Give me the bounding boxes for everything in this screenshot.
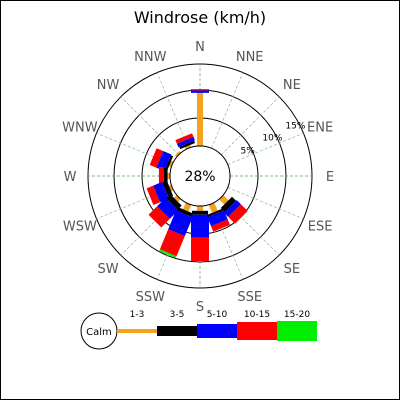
grid-spoke-NE bbox=[199, 96, 280, 177]
grid-spoke-ESE bbox=[199, 175, 304, 220]
wedge-S-bin-10-15 bbox=[191, 237, 209, 261]
wedge-SSW-bin-15-20 bbox=[159, 249, 177, 258]
wedge-SSW-bin-1-3 bbox=[183, 202, 192, 212]
legend-label-3-5: 3-5 bbox=[170, 310, 185, 320]
wedge-NNW-bin-3-5 bbox=[179, 140, 195, 150]
wedge-WNW-bin-3-5 bbox=[164, 155, 174, 171]
wedge-S-bin-1-3 bbox=[197, 206, 203, 211]
grid-spoke-ENE bbox=[199, 132, 304, 177]
wedge-SSW-bin-3-5 bbox=[176, 207, 194, 217]
direction-label-ENE: ENE bbox=[307, 120, 333, 135]
wedge-SE-bin-3-5 bbox=[220, 196, 237, 213]
legend-swatch-10-15 bbox=[237, 322, 277, 340]
direction-labels: N NNE NE ENE E ESE SE SSE S SSW SW WSW W WNW NW NNW bbox=[62, 40, 334, 315]
legend-swatch-5-10 bbox=[197, 324, 237, 338]
ring-label-5: 5% bbox=[241, 147, 256, 157]
direction-label-WSW: WSW bbox=[63, 220, 97, 235]
direction-label-SW: SW bbox=[98, 262, 119, 277]
wedge-WSW-bin-3-5 bbox=[162, 181, 174, 198]
direction-label-WNW: WNW bbox=[62, 120, 98, 135]
wedge-WSW-bin-5-10 bbox=[153, 181, 169, 203]
calm-circle bbox=[169, 145, 231, 207]
grid-spoke-WNW bbox=[96, 132, 201, 177]
wedge-SW-bin-5-10 bbox=[157, 197, 179, 219]
wedge-SSE-bin-3-5 bbox=[207, 208, 224, 217]
wedge-NNW-bin-5-10 bbox=[176, 136, 195, 148]
wedge-SSE-bin-5-10 bbox=[207, 210, 228, 227]
wedge-SSE-bin-1-3 bbox=[208, 202, 218, 213]
wedge-SW-bin-3-5 bbox=[166, 194, 182, 210]
chart-title: Windrose (km/h) bbox=[134, 8, 266, 27]
direction-label-W: W bbox=[64, 170, 77, 185]
wedge-WSW-bin-1-3 bbox=[168, 184, 174, 192]
wedge-W-bin-3-5 bbox=[163, 168, 168, 184]
grid-spoke-WSW bbox=[96, 175, 201, 220]
wedge-NNW-bin-1-3 bbox=[184, 144, 192, 150]
wedge-NNW-bin-10-15 bbox=[175, 133, 194, 144]
direction-label-ESE: ESE bbox=[308, 220, 333, 235]
wedge-WNW-bin-10-15 bbox=[149, 148, 164, 168]
direction-label-SSW: SSW bbox=[136, 290, 166, 305]
wedges bbox=[146, 89, 248, 261]
wedge-S-bin-3-5 bbox=[192, 210, 208, 215]
legend-calm-label: Calm bbox=[86, 327, 112, 338]
grid-spoke-NNW bbox=[156, 72, 201, 177]
legend: Calm 1-3 3-5 5-10 10-15 15-20 bbox=[80, 310, 317, 350]
ring-label-10: 10% bbox=[262, 134, 282, 144]
wedge-N-bin-1-3 bbox=[197, 92, 203, 146]
wedge-WNW-bin-1-3 bbox=[168, 160, 174, 168]
legend-label-15-20: 15-20 bbox=[284, 310, 310, 320]
wedge-N-bin-5-10 bbox=[191, 90, 209, 93]
wedge-WSW-bin-10-15 bbox=[146, 185, 161, 205]
direction-label-E: E bbox=[326, 170, 334, 185]
wedge-SSW-bin-10-15 bbox=[159, 229, 185, 257]
direction-label-NE: NE bbox=[283, 78, 301, 93]
direction-label-NNE: NNE bbox=[236, 50, 264, 65]
direction-label-SSE: SSE bbox=[237, 290, 262, 305]
grid-spoke-NNE bbox=[199, 72, 244, 177]
legend-swatch-3-5 bbox=[157, 326, 197, 336]
wedge-W-bin-1-3 bbox=[167, 173, 170, 179]
wedge-SW-bin-1-3 bbox=[173, 195, 181, 203]
grid-spoke-NW bbox=[120, 96, 201, 177]
direction-label-NNW: NNW bbox=[134, 50, 166, 65]
ring-labels: 5% 10%15% bbox=[241, 121, 306, 156]
calm-value: 28% bbox=[184, 169, 215, 185]
direction-label-SE: SE bbox=[284, 262, 300, 277]
calm-center: 28% bbox=[169, 145, 231, 207]
wedge-SSW-bin-5-10 bbox=[168, 210, 193, 237]
wedge-N-bin-10-15 bbox=[191, 89, 209, 91]
legend-swatch-15-20 bbox=[277, 321, 317, 341]
direction-label-S: S bbox=[196, 300, 204, 315]
direction-label-NW: NW bbox=[97, 78, 120, 93]
wedge-SSE-bin-10-15 bbox=[211, 219, 230, 232]
wedge-WNW-bin-5-10 bbox=[156, 151, 172, 171]
wedge-SE-bin-10-15 bbox=[228, 204, 248, 224]
wedge-W-bin-10-15 bbox=[158, 167, 164, 185]
wedge-SW-bin-10-15 bbox=[148, 206, 170, 228]
legend-label-1-3: 1-3 bbox=[130, 310, 145, 320]
legend-swatch-1-3 bbox=[117, 329, 157, 333]
wedge-NW-bin-1-3 bbox=[175, 151, 181, 157]
legend-label-10-15: 10-15 bbox=[244, 310, 270, 320]
wedge-SE-bin-5-10 bbox=[224, 200, 241, 217]
direction-label-N: N bbox=[195, 40, 205, 55]
ring-label-15: 15% bbox=[285, 121, 305, 131]
legend-label-5-10: 5-10 bbox=[207, 310, 228, 320]
wedge-S-bin-5-10 bbox=[191, 214, 209, 238]
